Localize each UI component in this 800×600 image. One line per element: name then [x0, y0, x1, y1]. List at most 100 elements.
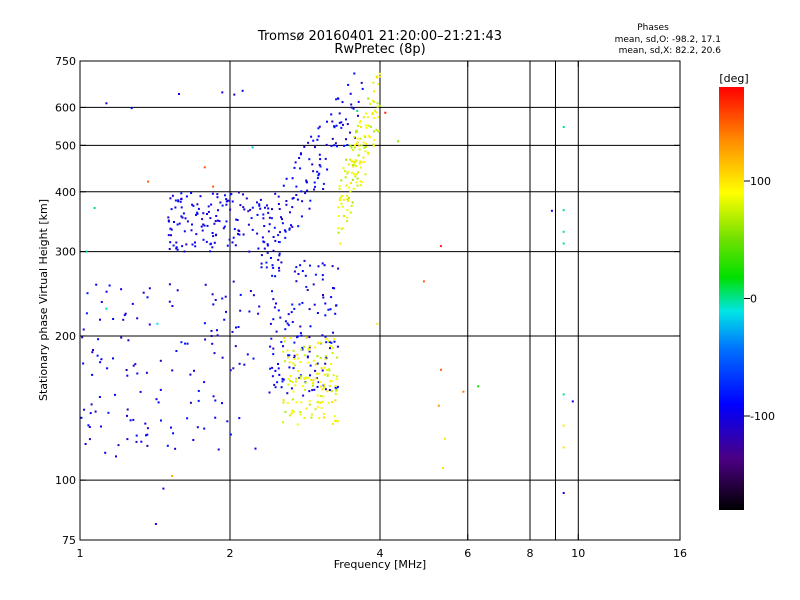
data-point — [325, 143, 328, 146]
data-point — [371, 112, 374, 114]
data-point — [267, 211, 270, 214]
data-point — [317, 265, 320, 268]
data-point — [205, 240, 208, 243]
data-point — [288, 354, 291, 357]
data-point — [334, 399, 337, 402]
data-point — [178, 93, 180, 95]
data-point — [334, 386, 337, 389]
data-point — [277, 195, 280, 198]
data-point — [301, 301, 304, 304]
data-point — [210, 242, 212, 245]
data-point — [279, 231, 281, 234]
data-point — [267, 230, 270, 233]
data-point — [477, 385, 480, 388]
data-point — [349, 211, 352, 214]
data-point — [340, 202, 343, 205]
data-point — [323, 373, 326, 376]
data-point — [319, 401, 322, 404]
data-point — [373, 90, 376, 93]
data-point — [206, 224, 209, 227]
data-point — [159, 359, 162, 362]
data-point — [272, 298, 275, 301]
data-point — [277, 309, 280, 312]
data-point — [369, 102, 372, 105]
data-point — [126, 438, 129, 441]
data-point — [338, 121, 341, 124]
data-point — [333, 415, 336, 418]
data-point — [333, 125, 336, 128]
data-point — [562, 393, 565, 396]
data-point — [316, 401, 319, 404]
data-point — [327, 308, 330, 311]
data-point — [159, 388, 162, 391]
data-point — [289, 337, 292, 340]
data-point — [331, 346, 334, 349]
data-point — [194, 245, 197, 248]
data-point — [171, 369, 174, 372]
data-point — [239, 309, 242, 312]
data-point — [290, 412, 293, 415]
data-point — [336, 420, 339, 423]
data-point — [286, 322, 289, 325]
data-point — [314, 369, 317, 372]
data-point — [308, 308, 311, 311]
data-point — [269, 345, 272, 348]
x-tick-label: 10 — [571, 547, 585, 560]
data-point — [185, 195, 188, 198]
data-point — [359, 119, 362, 122]
data-point — [224, 194, 226, 197]
data-point — [346, 123, 349, 126]
data-point — [377, 83, 380, 86]
data-point — [367, 134, 370, 137]
data-point — [275, 302, 277, 305]
data-point — [298, 376, 301, 379]
data-point — [191, 203, 194, 206]
data-point — [238, 417, 241, 420]
data-point — [204, 283, 207, 286]
data-point — [298, 303, 301, 306]
data-point — [299, 153, 302, 156]
data-point — [270, 337, 273, 340]
data-point — [353, 144, 356, 147]
data-point — [278, 208, 281, 210]
data-point — [312, 283, 315, 286]
data-point — [288, 361, 291, 364]
data-point — [331, 265, 334, 268]
data-point — [275, 330, 278, 333]
data-point — [313, 188, 315, 191]
data-point — [236, 219, 239, 221]
data-point — [314, 273, 317, 276]
data-point — [441, 467, 444, 469]
data-point — [200, 225, 203, 228]
data-point — [377, 116, 380, 119]
data-point — [90, 403, 93, 406]
data-point — [217, 448, 220, 451]
y-tick-label: 300 — [55, 246, 76, 259]
data-point — [120, 336, 123, 339]
data-point — [274, 192, 277, 195]
data-point — [234, 345, 237, 348]
data-point — [322, 294, 324, 296]
data-point — [174, 447, 177, 450]
stats-x-mode: mean, sd,X: 82.2, 20.6 — [619, 46, 722, 56]
data-point — [293, 354, 296, 357]
data-point — [289, 380, 292, 382]
data-point — [263, 225, 266, 227]
data-point — [311, 389, 314, 392]
data-point — [330, 145, 333, 148]
data-point — [340, 121, 343, 124]
data-point — [324, 362, 327, 365]
data-point — [318, 125, 321, 128]
data-point — [183, 250, 186, 253]
data-point — [266, 251, 269, 254]
data-point — [363, 135, 366, 138]
data-point — [309, 199, 312, 202]
data-point — [145, 434, 147, 437]
data-point — [357, 100, 360, 103]
data-point — [180, 341, 183, 344]
data-point — [300, 401, 303, 404]
data-point — [322, 188, 325, 190]
data-point — [326, 337, 329, 340]
data-point — [172, 244, 175, 247]
data-point — [562, 230, 565, 233]
